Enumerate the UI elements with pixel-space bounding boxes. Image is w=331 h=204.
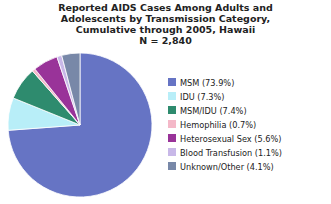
- legend-label: Unknown/Other (4.1%): [180, 162, 274, 172]
- pie-slice: [8, 53, 152, 197]
- legend-label: IDU (7.3%): [180, 92, 225, 102]
- legend-label: MSM/IDU (7.4%): [180, 106, 247, 116]
- legend-swatch: [168, 78, 176, 86]
- legend-swatch: [168, 148, 176, 156]
- legend-label: Blood Transfusion (1.1%): [180, 148, 282, 158]
- legend: MSM (73.9%) IDU (7.3%) MSM/IDU (7.4%) Hemop…: [168, 78, 282, 172]
- pie-slice: [62, 53, 80, 125]
- title-line: Adolescents by Transmission Category,: [61, 13, 270, 24]
- title: Reported AIDS Cases Among Adults andAdol…: [58, 2, 273, 46]
- legend-swatch: [168, 92, 176, 100]
- chart: Reported AIDS Cases Among Adults andAdol…: [0, 0, 331, 204]
- legend-swatch: [168, 106, 176, 114]
- title-line: Cumulative through 2005, Hawaii: [76, 24, 255, 35]
- legend-swatch: [168, 162, 176, 170]
- pie: [8, 53, 152, 197]
- title-line: N = 2,840: [139, 35, 192, 46]
- legend-label: MSM (73.9%): [180, 78, 234, 88]
- legend-label: Hemophilia (0.7%): [180, 120, 256, 130]
- legend-swatch: [168, 134, 176, 142]
- legend-swatch: [168, 120, 176, 128]
- legend-label: Heterosexual Sex (5.6%): [180, 134, 281, 144]
- title-line: Reported AIDS Cases Among Adults and: [58, 2, 273, 13]
